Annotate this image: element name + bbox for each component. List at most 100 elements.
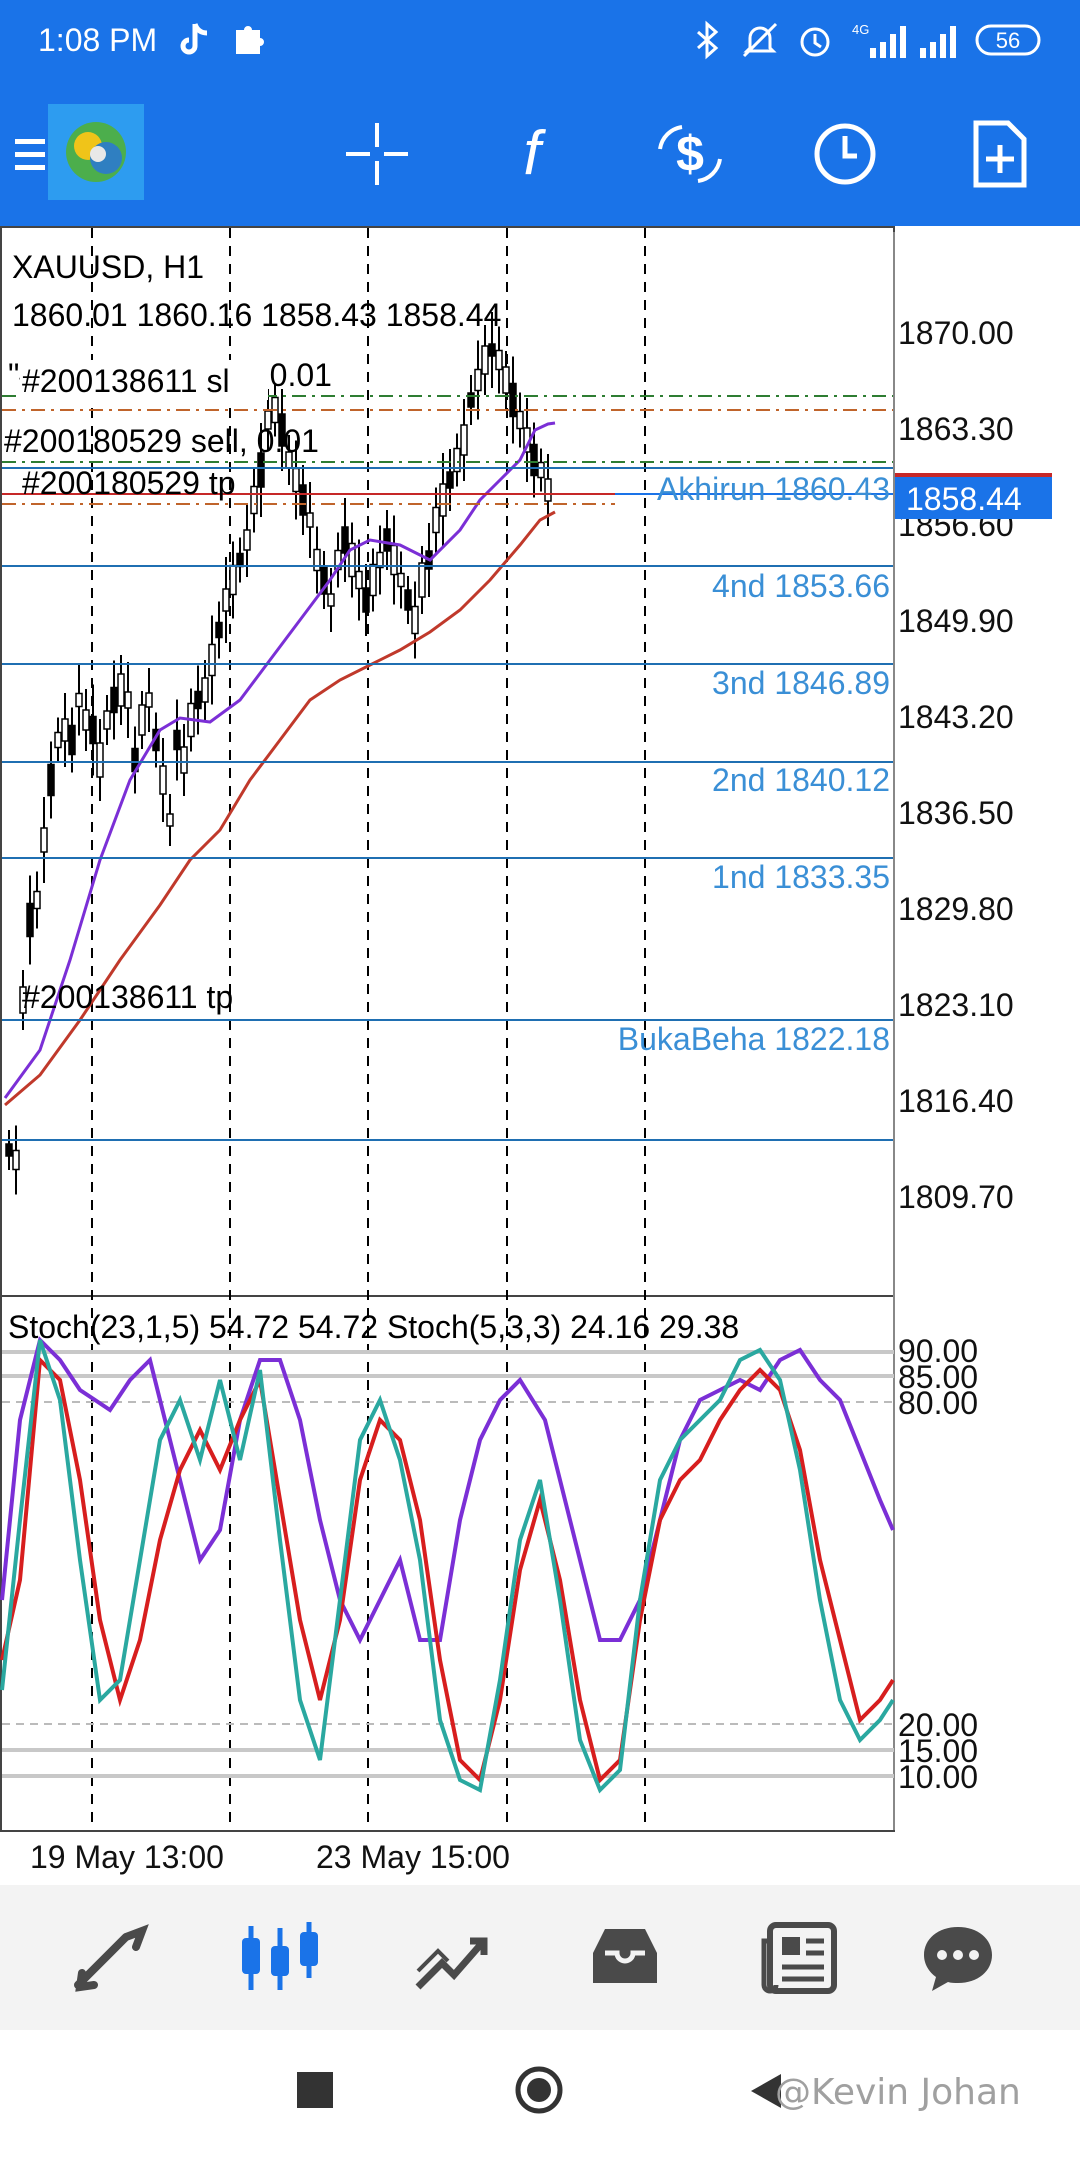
svg-text:1870.00: 1870.00	[898, 315, 1014, 351]
candle-body	[355, 570, 363, 590]
candle-body	[47, 763, 55, 797]
candle-body	[194, 690, 202, 710]
stoch-signal-line	[0, 1339, 895, 1794]
level-labels: Akhirun 1860.43 4nd 1853.66 3nd 1846.89 …	[618, 471, 890, 1057]
time-axis: 19 May 13:00 23 May 15:00	[30, 1839, 510, 1875]
candle-body	[33, 890, 41, 910]
svg-text:56: 56	[996, 28, 1020, 53]
battery-icon: 56	[975, 20, 1045, 64]
candle-body	[243, 529, 251, 551]
svg-text:1829.80: 1829.80	[898, 891, 1014, 927]
new-order-icon[interactable]	[950, 104, 1050, 204]
svg-text:85.00: 85.00	[898, 1359, 978, 1395]
candle-body	[488, 343, 496, 357]
indicators-icon[interactable]: f	[482, 104, 582, 204]
alarm-icon	[795, 20, 835, 64]
candle-body	[348, 542, 356, 578]
candle-body	[257, 452, 265, 488]
candle-body	[96, 742, 104, 778]
level-lines	[2, 467, 894, 1141]
svg-text:1849.90: 1849.90	[898, 603, 1014, 639]
svg-text:20.00: 20.00	[898, 1707, 978, 1743]
candle-body	[327, 593, 335, 607]
chart-area[interactable]: 1870.00 1863.30 1856.60 1849.90 1843.20 …	[0, 226, 1080, 1886]
candle-body	[292, 467, 300, 493]
candle-body	[404, 589, 412, 611]
stoch-levels	[2, 1350, 894, 1778]
chart-svg[interactable]: 1870.00 1863.30 1856.60 1849.90 1843.20 …	[0, 226, 1080, 1886]
candle-body	[376, 551, 384, 569]
svg-text:15.00: 15.00	[898, 1733, 978, 1769]
candle-body	[61, 718, 69, 742]
candle-body	[432, 506, 440, 534]
svg-text:1836.50: 1836.50	[898, 795, 1014, 831]
extension-icon	[230, 20, 270, 64]
level-label: 2nd 1840.12	[712, 762, 890, 798]
candle-body	[362, 587, 370, 613]
candle-body	[516, 410, 524, 430]
trade-icon[interactable]	[397, 1905, 507, 2010]
candle-body	[495, 349, 503, 371]
mute-icon	[740, 20, 780, 64]
svg-text:1823.10: 1823.10	[898, 987, 1014, 1023]
crosshair-icon[interactable]	[327, 104, 427, 204]
menu-icon[interactable]	[0, 104, 70, 204]
candle-body	[89, 715, 97, 745]
candle-body	[159, 765, 167, 795]
candle-body	[306, 512, 314, 528]
quotes-icon[interactable]	[55, 1905, 165, 2010]
svg-text:1809.70: 1809.70	[898, 1179, 1014, 1215]
symbol-label: XAUUSD, H1	[12, 249, 204, 285]
candle-body	[145, 692, 153, 708]
candle-body	[5, 1143, 13, 1157]
order-label: #200138611 tp	[22, 979, 233, 1015]
candle-body	[502, 366, 510, 394]
svg-text:$: $	[676, 126, 704, 182]
watermark: @Kevin Johan	[775, 2072, 1021, 2113]
recents-icon[interactable]	[297, 2072, 333, 2108]
ma-slow-line	[4, 510, 556, 1107]
candle-body	[446, 471, 454, 489]
level-label: BukaBeha 1822.18	[618, 1021, 890, 1057]
timeframe-icon[interactable]	[795, 104, 895, 204]
candle-body	[481, 345, 489, 375]
news-icon[interactable]	[745, 1905, 855, 2010]
candle-body	[509, 382, 517, 418]
tiktok-icon	[175, 20, 211, 64]
candle-body	[439, 483, 447, 517]
candle-body	[537, 461, 545, 479]
app-logo-icon[interactable]	[48, 104, 144, 200]
candle-body	[138, 704, 146, 736]
candle-body	[40, 827, 48, 853]
candle-body	[250, 485, 258, 515]
bluetooth-icon	[692, 20, 724, 64]
order-label: #200180529 sell, 0.01	[4, 423, 319, 459]
candle-body	[82, 709, 90, 731]
chart-icon[interactable]	[225, 1905, 335, 2010]
candle-body	[383, 528, 391, 552]
candle-body	[530, 443, 538, 477]
order-label-bg	[20, 360, 268, 400]
back-icon[interactable]	[745, 2070, 785, 2112]
level-label: 4nd 1853.66	[712, 568, 890, 604]
candle-body	[474, 368, 482, 392]
svg-text:1816.40: 1816.40	[898, 1083, 1014, 1119]
level-label: 1nd 1833.35	[712, 859, 890, 895]
history-icon[interactable]	[570, 1905, 680, 2010]
signal-4g-icon: 4G	[850, 20, 910, 64]
candle-body	[75, 692, 83, 708]
home-icon[interactable]	[514, 2065, 564, 2115]
candle-body	[68, 724, 76, 756]
candle-body	[173, 729, 181, 751]
messages-icon[interactable]	[903, 1905, 1013, 2010]
candle-body	[124, 691, 132, 709]
svg-text:4G: 4G	[852, 22, 869, 37]
trade-icon[interactable]: $	[640, 104, 740, 204]
candle-body	[12, 1149, 20, 1171]
level-label: Akhirun 1860.43	[657, 471, 890, 507]
candle-body	[453, 447, 461, 473]
candle-body	[467, 392, 475, 408]
ma-fast-line	[3, 421, 556, 1099]
candle-body	[313, 548, 321, 572]
signal-icon	[918, 20, 962, 64]
